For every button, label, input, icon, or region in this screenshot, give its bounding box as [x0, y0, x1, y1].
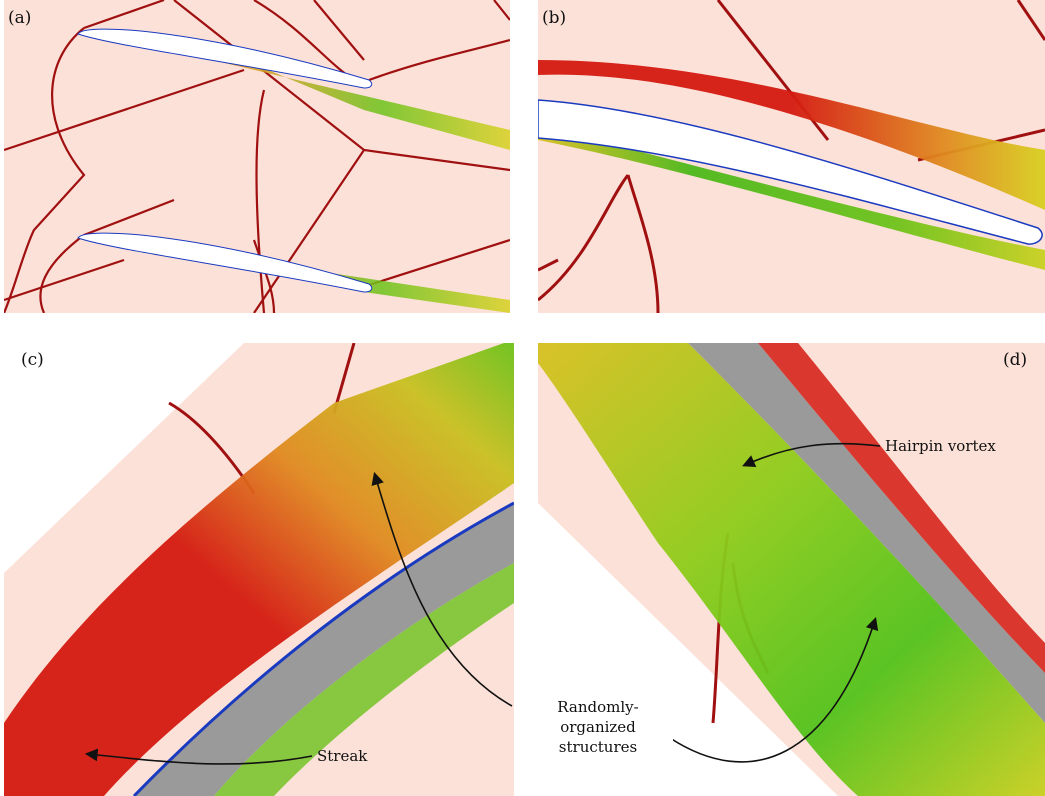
panel-c-image [4, 343, 514, 796]
panel-label-b: (b) [542, 8, 567, 28]
hairpin-vortex-label: Hairpin vortex [885, 437, 996, 455]
randomly-organized-line1: Randomly-organized [557, 698, 639, 736]
randomly-organized-label: Randomly-organized structures [523, 697, 673, 757]
panel-label-c: (c) [21, 350, 44, 370]
panel-label-d: (d) [1003, 350, 1028, 370]
panel-c-svg [4, 343, 514, 796]
randomly-organized-line2: structures [558, 738, 638, 756]
panel-b-svg [538, 0, 1045, 313]
panel-label-a: (a) [8, 8, 32, 28]
panel-a-svg [4, 0, 510, 313]
panel-b-image [538, 0, 1045, 313]
panel-a-image [4, 0, 510, 313]
streak-label: Streak [317, 747, 368, 765]
